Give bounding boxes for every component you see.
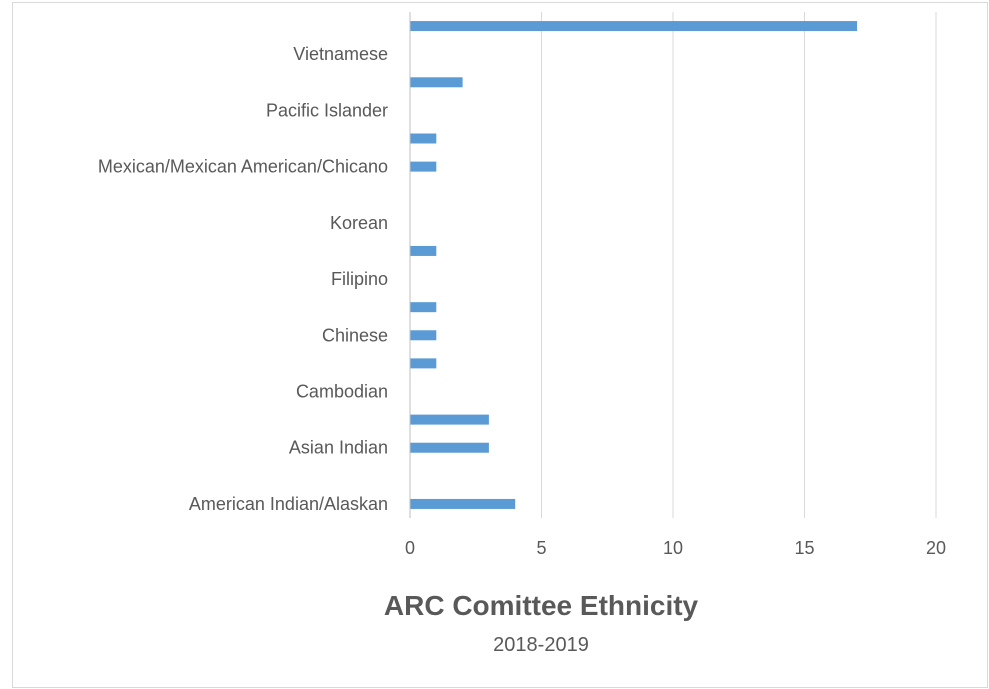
gridlines xyxy=(541,12,937,518)
bar xyxy=(410,302,437,313)
category-label: Vietnamese xyxy=(293,44,388,64)
chart-frame xyxy=(12,2,988,688)
x-tick-label: 15 xyxy=(794,538,814,558)
bar xyxy=(410,330,437,341)
category-label: Korean xyxy=(330,213,388,233)
chart-title: ARC Comittee Ethnicity xyxy=(384,590,699,621)
bar xyxy=(410,77,463,88)
category-labels: American Indian/Alaskan Asian Indian Cambo… xyxy=(98,44,388,514)
category-label: Asian Indian xyxy=(289,438,388,458)
category-label: Pacific Islander xyxy=(266,100,388,120)
category-label: Mexican/Mexican American/Chicano xyxy=(98,157,388,177)
x-tick-labels: 0 5 10 15 20 xyxy=(405,538,946,558)
category-label: Cambodian xyxy=(296,382,388,402)
x-tick-label: 10 xyxy=(663,538,683,558)
bar xyxy=(410,498,516,509)
bar xyxy=(410,133,437,144)
chart-subtitle: 2018-2019 xyxy=(493,634,589,656)
category-label: Filipino xyxy=(331,269,388,289)
bar xyxy=(410,245,437,256)
x-tick-label: 20 xyxy=(926,538,946,558)
bar xyxy=(410,21,858,32)
category-label: Chinese xyxy=(322,325,388,345)
bars xyxy=(410,21,858,509)
bar xyxy=(410,414,489,425)
bar xyxy=(410,161,437,172)
x-tick-label: 0 xyxy=(405,538,415,558)
bar xyxy=(410,358,437,369)
x-tick-label: 5 xyxy=(536,538,546,558)
category-label: American Indian/Alaskan xyxy=(189,494,388,514)
bar xyxy=(410,442,489,453)
